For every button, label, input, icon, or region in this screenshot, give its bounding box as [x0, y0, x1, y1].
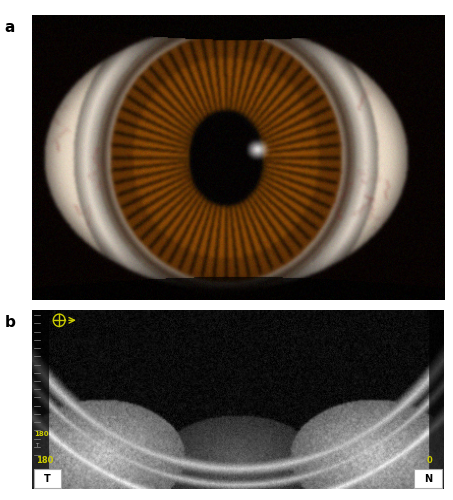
Text: 180: 180: [36, 456, 53, 466]
Bar: [414, 470, 442, 488]
Text: T: T: [44, 474, 51, 484]
Text: b: b: [5, 315, 15, 330]
Text: T: T: [35, 443, 38, 448]
Text: a: a: [5, 20, 15, 35]
Text: N: N: [424, 474, 432, 484]
Text: 0: 0: [426, 456, 432, 466]
Bar: [34, 470, 61, 488]
Text: 180: 180: [35, 431, 49, 437]
